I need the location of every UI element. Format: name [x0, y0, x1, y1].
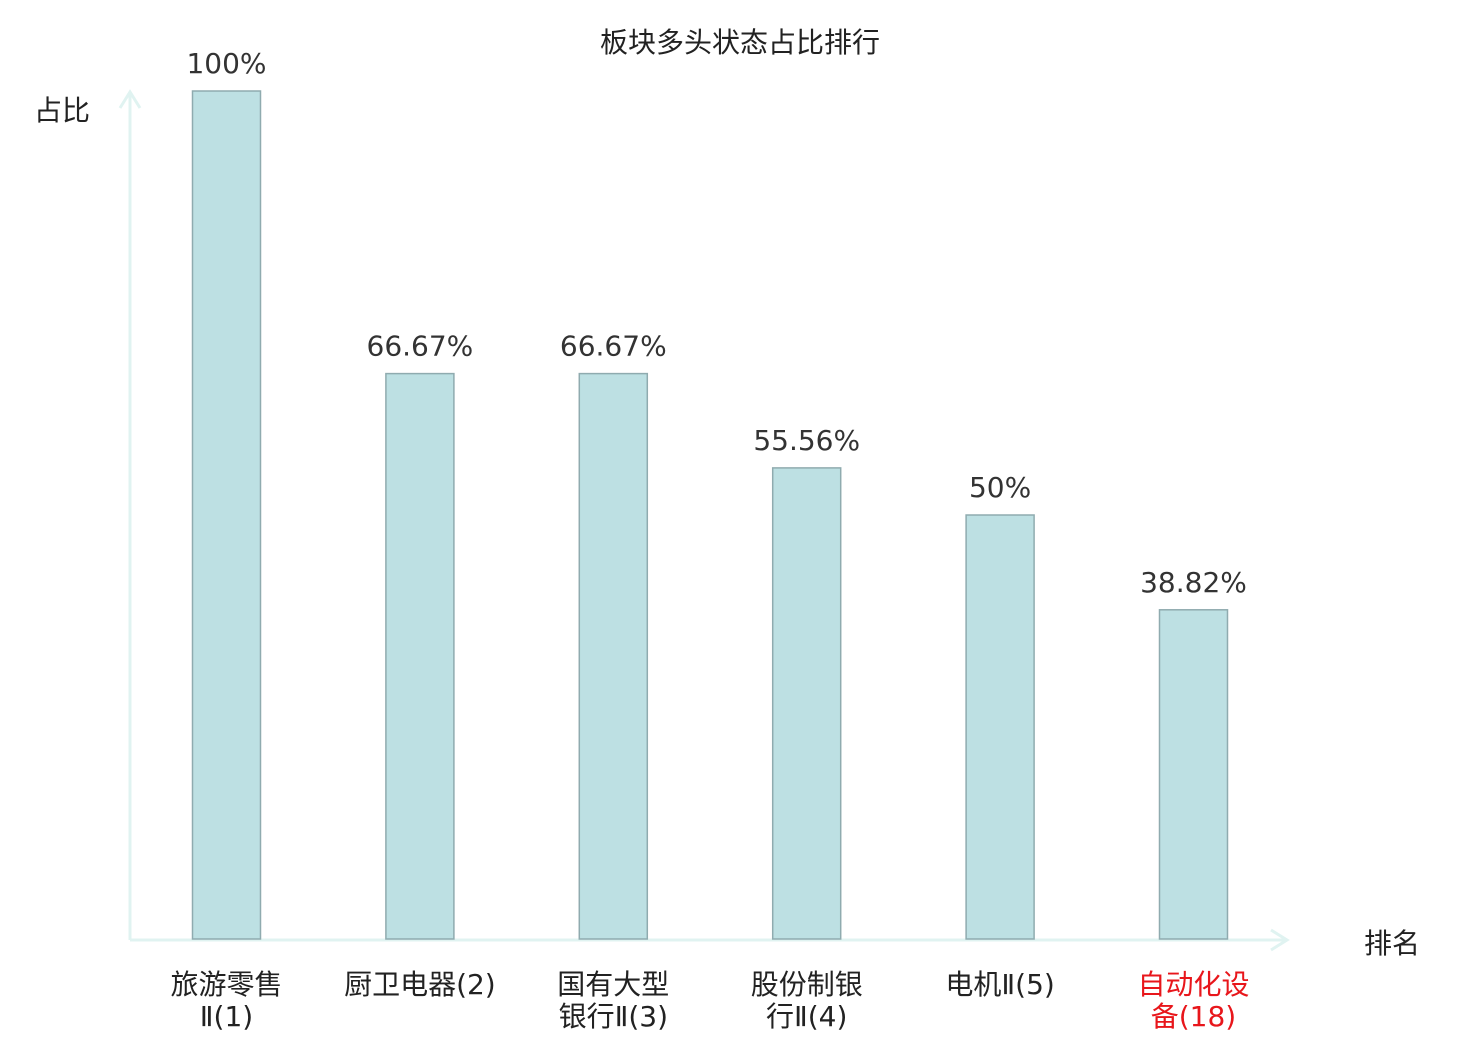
bar — [578, 372, 649, 940]
x-tick-label: 国有大型 — [557, 968, 669, 1001]
bar-value-label: 100% — [186, 47, 266, 80]
bar — [385, 372, 455, 940]
value-labels-group: 100% 66.67% 66.67% 55.56% 50% 38.82% — [186, 47, 1246, 599]
y-axis-label: 占比 — [34, 94, 90, 127]
bar — [965, 514, 1035, 940]
x-tick-label: 银行Ⅱ(3) — [559, 1000, 668, 1033]
bar — [771, 467, 842, 940]
bar-value-label: 55.56% — [753, 424, 860, 457]
x-tick-label: 自动化设 — [1137, 968, 1249, 1001]
bar — [191, 90, 262, 940]
x-tick-label: 股份制银 — [751, 968, 863, 1001]
y-axis-arrow-icon — [118, 89, 142, 109]
bar-value-label: 66.67% — [560, 330, 667, 363]
bar — [1158, 609, 1229, 940]
axes — [118, 89, 1290, 952]
bar-value-label: 38.82% — [1140, 566, 1247, 599]
x-axis-arrow-icon — [1270, 928, 1290, 952]
x-tick-label: Ⅱ(1) — [200, 1000, 253, 1033]
bars-group — [191, 90, 1229, 940]
x-tick-label: 备(18) — [1151, 1000, 1236, 1033]
chart-title: 板块多头状态占比排行 — [600, 26, 880, 59]
x-axis-label: 排名 — [1364, 927, 1420, 960]
x-tick-label: 厨卫电器(2) — [344, 968, 496, 1001]
x-tick-label: 电机Ⅱ(5) — [945, 968, 1054, 1001]
bar-value-label: 66.67% — [367, 330, 474, 363]
bar-value-label: 50% — [969, 471, 1031, 504]
x-tick-label: 旅游零售 — [170, 968, 282, 1001]
x-tick-label: 行Ⅱ(4) — [766, 1000, 847, 1033]
